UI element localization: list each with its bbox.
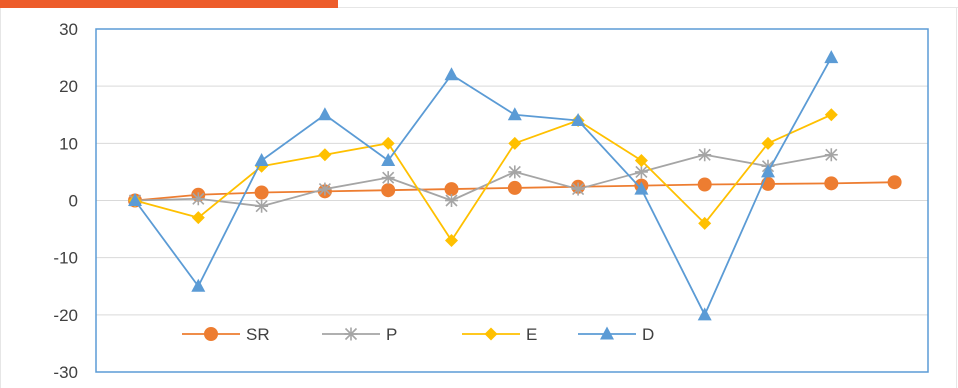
legend-marker-d <box>600 326 614 340</box>
legend-label: SR <box>246 325 270 344</box>
data-point-d <box>507 107 522 121</box>
data-point-e <box>381 136 395 150</box>
series-line-p <box>134 153 832 208</box>
data-point-e <box>824 108 838 122</box>
data-point-sr <box>444 182 459 197</box>
data-point-d <box>444 67 459 81</box>
data-point-sr <box>381 183 396 198</box>
data-point-e <box>761 136 775 150</box>
data-point-p <box>255 199 269 213</box>
legend-marker-e <box>484 327 498 341</box>
data-point-p <box>381 171 395 185</box>
legend-item-sr: SR <box>182 325 270 344</box>
y-tick-label: 10 <box>59 134 78 153</box>
y-tick-label: -20 <box>53 306 78 325</box>
series-d <box>128 50 839 321</box>
data-point-sr <box>507 180 522 195</box>
data-point-d <box>697 307 712 321</box>
data-point-p <box>698 148 712 162</box>
data-point-d <box>317 107 332 121</box>
data-point-d <box>191 278 206 292</box>
legend-item-e: E <box>462 325 537 344</box>
data-point-p <box>191 192 205 206</box>
legend-marker-sr <box>204 327 218 341</box>
top-border-line <box>338 7 958 8</box>
series-lines <box>128 50 902 321</box>
legend: SR P E D <box>182 325 654 344</box>
series-e <box>128 108 838 248</box>
data-point-p <box>634 165 648 179</box>
data-point-e <box>191 211 205 225</box>
series-line-d <box>134 57 833 316</box>
legend-label: P <box>386 325 397 344</box>
data-point-e <box>318 148 332 162</box>
data-point-e <box>508 136 522 150</box>
data-point-p <box>508 165 522 179</box>
series-line-e <box>134 113 832 242</box>
data-point-e <box>445 234 458 248</box>
data-point-d <box>761 164 775 178</box>
data-point-d <box>381 152 396 166</box>
data-point-e <box>698 216 712 230</box>
header-accent-bar <box>0 0 338 8</box>
data-point-d <box>824 50 839 64</box>
right-border-line <box>956 8 957 388</box>
y-axis-ticks: 30 20 10 0 -10 -20 -30 <box>53 20 78 382</box>
y-tick-label: 0 <box>69 192 78 211</box>
data-point-d <box>254 152 269 166</box>
legend-item-d: D <box>578 325 654 344</box>
data-point-p <box>571 182 585 196</box>
legend-label: E <box>526 325 537 344</box>
y-tick-label: -10 <box>53 249 78 268</box>
data-point-sr <box>824 176 839 191</box>
data-point-d <box>128 193 142 206</box>
data-point-d <box>634 181 649 195</box>
series-p <box>128 148 838 213</box>
legend-label: D <box>642 325 654 344</box>
data-point-sr <box>254 185 269 200</box>
data-point-p <box>445 194 458 207</box>
data-point-e <box>634 153 648 167</box>
plot-area-frame <box>95 28 929 373</box>
data-point-d <box>571 112 586 126</box>
data-point-p <box>824 148 838 162</box>
data-point-p <box>318 182 332 196</box>
y-tick-label: -30 <box>53 363 78 382</box>
y-tick-label: 30 <box>59 20 78 39</box>
legend-item-p: P <box>322 325 397 344</box>
left-border-line <box>0 8 1 388</box>
legend-marker-p <box>344 327 358 341</box>
y-tick-label: 20 <box>59 77 78 96</box>
data-point-sr <box>697 177 712 192</box>
data-point-sr <box>887 175 902 190</box>
